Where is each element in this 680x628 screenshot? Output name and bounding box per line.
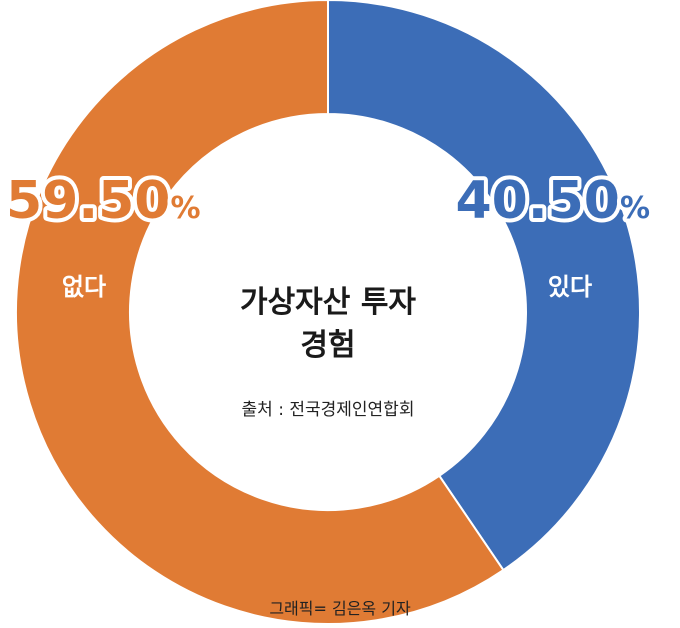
slice-value-yes: 40.50	[455, 171, 619, 231]
slices-group	[15, 0, 641, 625]
slice-yes	[327, 0, 641, 572]
slice-unit-yes: %	[620, 191, 650, 226]
slice-label-yes: 있다	[548, 273, 592, 301]
chart-title-line-2: 경험	[300, 328, 355, 363]
chart-source: 출처 : 전국경제인연합회	[242, 400, 415, 420]
slice-value-label-yes: 40.50%	[455, 171, 650, 231]
slice-value-label-no: 59.50%	[6, 171, 201, 231]
slice-value-no: 59.50	[6, 171, 170, 231]
chart-title-line-1: 가상자산 투자	[240, 285, 416, 320]
chart-credit: 그래픽= 김은옥 기자	[269, 599, 411, 618]
slice-no	[15, 0, 505, 625]
slice-label-no: 없다	[62, 273, 106, 301]
slice-unit-no: %	[170, 191, 200, 226]
